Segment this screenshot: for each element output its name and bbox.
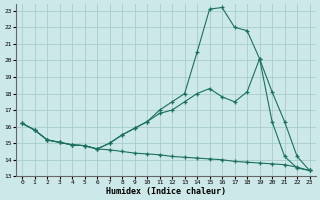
X-axis label: Humidex (Indice chaleur): Humidex (Indice chaleur): [106, 187, 226, 196]
